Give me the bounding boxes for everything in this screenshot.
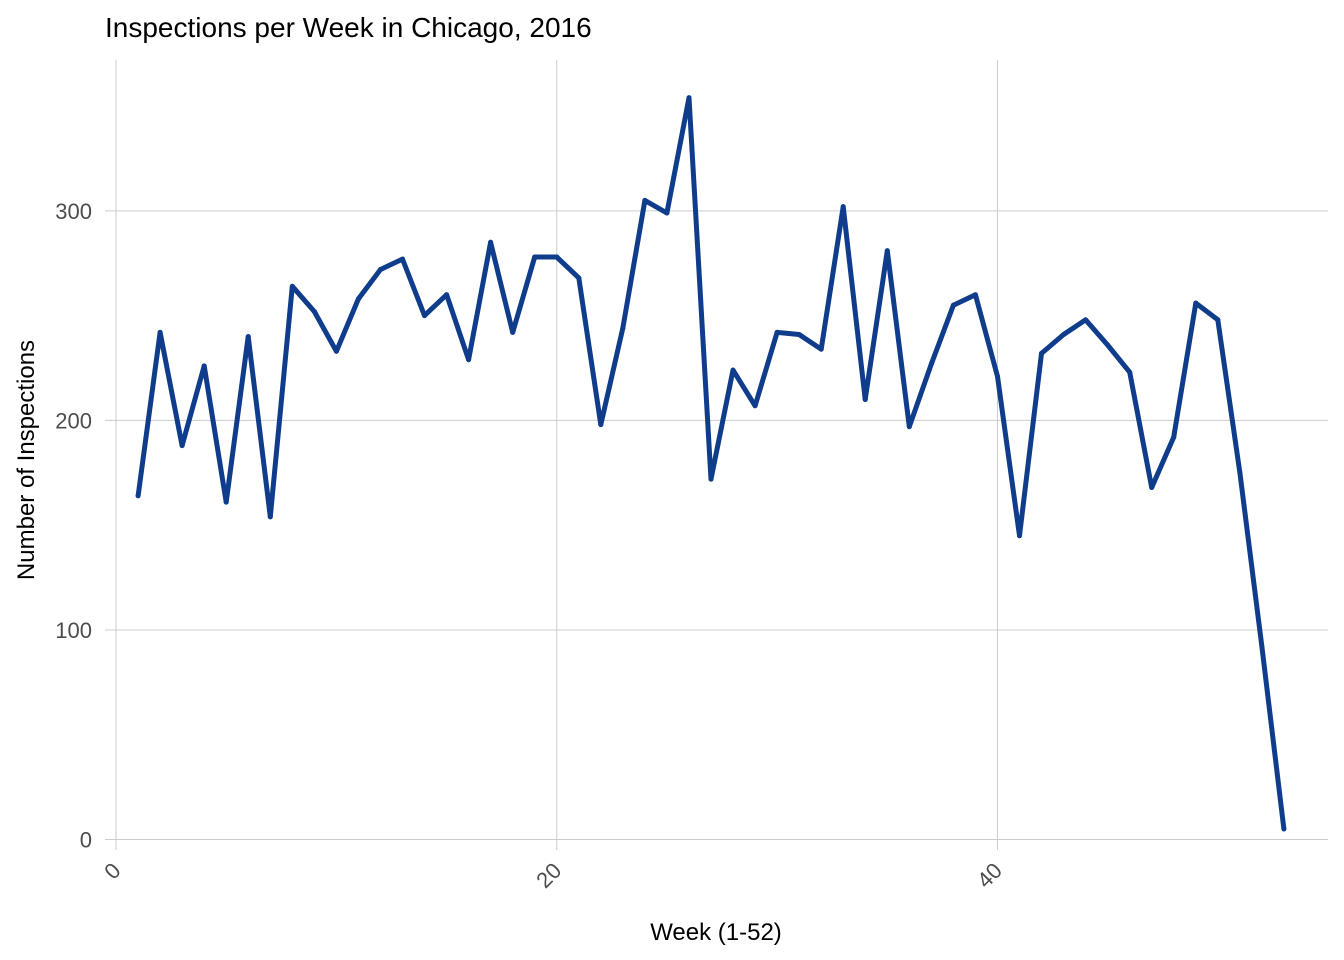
data-point (135, 493, 141, 499)
data-point (510, 329, 516, 335)
y-tick-label: 300 (55, 199, 92, 224)
data-point (994, 373, 1000, 379)
data-point (245, 334, 251, 340)
y-tick-label: 0 (80, 828, 92, 853)
data-point (1127, 369, 1133, 375)
data-point (598, 422, 604, 428)
data-point (884, 248, 890, 254)
data-point (1039, 350, 1045, 356)
data-point (620, 325, 626, 331)
data-point (818, 346, 824, 352)
x-tick-labels: 0 20 40 (99, 858, 1007, 893)
data-point (1061, 332, 1067, 338)
data-point (576, 275, 582, 281)
data-point (1171, 434, 1177, 440)
data-point (179, 443, 185, 449)
data-point (444, 292, 450, 298)
data-point (642, 197, 648, 203)
data-point (1281, 826, 1287, 832)
data-point (201, 363, 207, 369)
data-point (752, 403, 758, 409)
x-tick-label: 40 (972, 858, 1007, 893)
data-point (950, 302, 956, 308)
data-point (223, 499, 229, 505)
data-point (1193, 300, 1199, 306)
data-point (355, 296, 361, 302)
series-area (135, 95, 1287, 832)
data-point (532, 254, 538, 260)
y-tick-labels: 0 100 200 300 (55, 199, 92, 853)
data-point (267, 514, 273, 520)
data-point (488, 239, 494, 245)
data-point (774, 329, 780, 335)
data-point (1105, 342, 1111, 348)
data-point (1149, 484, 1155, 490)
y-tick-label: 100 (55, 618, 92, 643)
data-point (1259, 644, 1265, 650)
x-axis-title: Week (1-52) (650, 919, 782, 946)
data-point (730, 367, 736, 373)
data-point (1237, 470, 1243, 476)
x-gridlines (115, 60, 998, 850)
data-point (1083, 317, 1089, 323)
x-tick-label: 20 (531, 858, 566, 893)
data-point (289, 283, 295, 289)
y-gridlines (105, 210, 1328, 841)
data-point (840, 204, 846, 210)
data-point (377, 267, 383, 273)
x-tick-label: 0 (99, 858, 125, 884)
data-point (1016, 533, 1022, 539)
series-line (135, 95, 1287, 830)
chart-title: Inspections per Week in Chicago, 2016 (105, 12, 592, 43)
data-point (399, 256, 405, 262)
data-point (708, 476, 714, 482)
data-point (1215, 317, 1221, 323)
data-point (686, 95, 692, 101)
data-point (972, 292, 978, 298)
data-point (333, 348, 339, 354)
data-point (796, 332, 802, 338)
y-tick-label: 200 (55, 408, 92, 433)
data-point (928, 361, 934, 367)
data-point (664, 210, 670, 216)
data-point (422, 313, 428, 319)
data-point (906, 424, 912, 430)
data-point (311, 308, 317, 314)
data-point (466, 357, 472, 363)
data-point (862, 396, 868, 402)
y-axis-title: Number of Inspections (13, 340, 40, 580)
data-point (157, 329, 163, 335)
data-point (554, 254, 560, 260)
